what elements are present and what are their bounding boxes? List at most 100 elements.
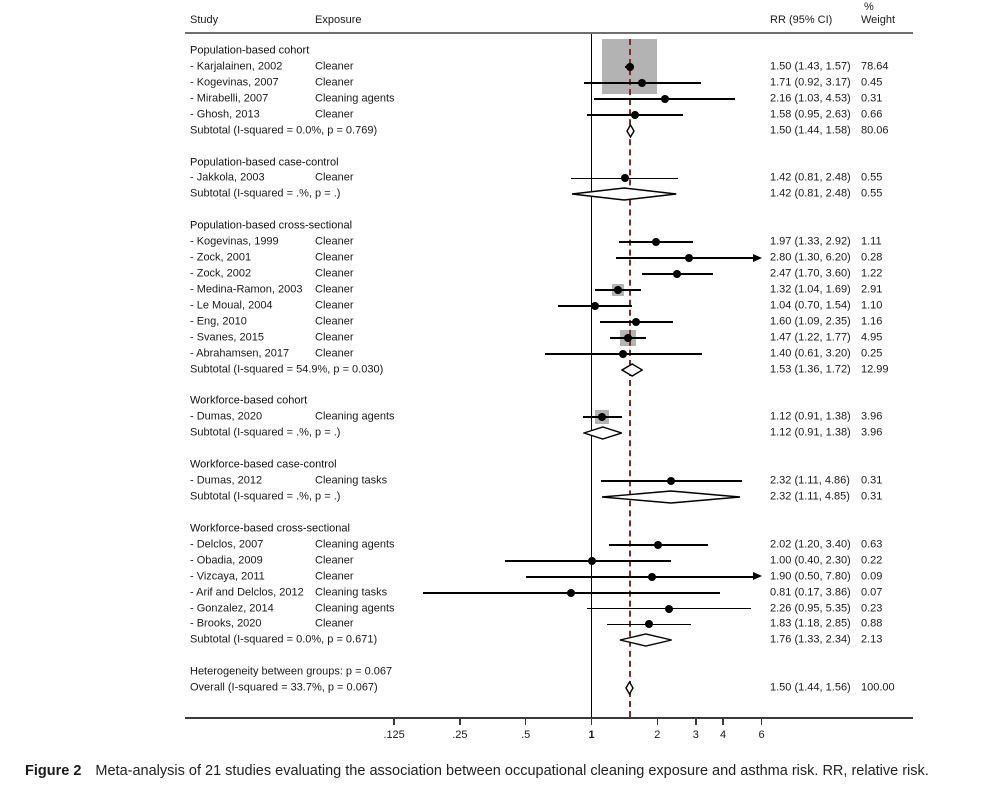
subtotal-weight-value: 0.31	[861, 490, 883, 503]
study-exposure: Cleaner	[315, 60, 354, 73]
ci-line	[616, 257, 753, 259]
group-header: Population-based case-control	[190, 156, 339, 168]
group-header: Population-based cohort	[190, 44, 310, 57]
study-name: - Mirabelli, 2007	[190, 92, 269, 105]
point-estimate-marker	[654, 540, 663, 549]
study-name: - Abrahamsen, 2017	[190, 347, 290, 360]
ci-arrow-right-icon	[753, 253, 762, 262]
point-estimate-marker	[619, 349, 628, 358]
subtotal-label: Subtotal (I-squared = 0.0%, p = 0.769)	[190, 124, 378, 137]
study-exposure: Cleaner	[315, 235, 354, 248]
study-name: - Ghosh, 2013	[190, 108, 260, 121]
point-estimate-marker	[598, 413, 607, 422]
study-rr-value: 2.80 (1.30, 6.20)	[770, 251, 851, 264]
study-weight-value: 0.09	[861, 570, 883, 583]
study-name: - Kogevinas, 1999	[190, 235, 279, 248]
study-exposure: Cleaning agents	[315, 602, 395, 615]
x-axis-tick	[722, 718, 724, 725]
subtotal-rr-value: 1.76 (1.33, 2.34)	[770, 633, 851, 646]
study-exposure: Cleaner	[315, 251, 354, 264]
study-rr-value: 1.97 (1.33, 2.92)	[770, 235, 851, 248]
overall-label: Overall (I-squared = 33.7%, p = 0.067)	[190, 681, 378, 694]
study-exposure: Cleaner	[315, 108, 354, 121]
point-estimate-marker	[651, 238, 660, 247]
column-header-study: Study	[190, 14, 219, 26]
subtotal-weight-value: 80.06	[861, 124, 889, 137]
subtotal-rr-value: 1.50 (1.44, 1.58)	[770, 124, 851, 137]
subtotal-label: Subtotal (I-squared = .%, p = .)	[190, 426, 341, 439]
study-rr-value: 1.50 (1.43, 1.57)	[770, 60, 851, 73]
subtotal-label: Subtotal (I-squared = 0.0%, p = 0.671)	[190, 633, 378, 646]
study-weight-value: 0.88	[861, 617, 883, 630]
study-weight-value: 4.95	[861, 331, 883, 344]
subtotal-diamond	[582, 426, 623, 441]
x-axis-tick-label: 2	[654, 729, 661, 741]
figure-caption: Figure 2 Meta-analysis of 21 studies eval…	[25, 763, 929, 779]
subtotal-diamond	[626, 123, 635, 138]
study-rr-value: 1.00 (0.40, 2.30)	[770, 554, 851, 567]
point-estimate-marker	[673, 270, 682, 279]
x-axis-tick-label: 3	[692, 729, 699, 741]
study-exposure: Cleaning agents	[315, 538, 395, 551]
study-exposure: Cleaner	[315, 76, 354, 89]
study-rr-value: 1.12 (0.91, 1.38)	[770, 410, 851, 423]
study-exposure: Cleaner	[315, 315, 354, 328]
study-weight-value: 1.11	[861, 235, 882, 248]
study-name: - Eng, 2010	[190, 315, 247, 328]
study-rr-value: 1.40 (0.61, 3.20)	[770, 347, 851, 360]
point-estimate-marker	[620, 174, 629, 183]
study-weight-value: 0.31	[861, 474, 883, 487]
study-exposure: Cleaning tasks	[315, 586, 388, 599]
study-rr-value: 2.32 (1.11, 4.86)	[770, 474, 850, 487]
x-axis-tick	[656, 718, 659, 725]
overall-weight-value: 100.00	[861, 681, 895, 694]
x-axis-tick-label: 6	[758, 729, 765, 741]
study-name: - Zock, 2001	[190, 251, 252, 264]
ci-arrow-right-icon	[753, 572, 762, 581]
group-header: Workforce-based case-control	[190, 458, 337, 471]
study-name: - Medina-Ramon, 2003	[190, 283, 303, 296]
study-rr-value: 1.42 (0.81, 2.48)	[770, 171, 851, 184]
study-weight-value: 0.07	[861, 586, 883, 599]
study-rr-value: 1.71 (0.92, 3.17)	[770, 76, 851, 89]
point-estimate-marker	[644, 620, 653, 629]
study-name: - Obadia, 2009	[190, 554, 263, 567]
study-exposure: Cleaner	[315, 299, 354, 312]
study-exposure: Cleaner	[315, 283, 354, 296]
study-weight-value: 0.23	[861, 602, 883, 615]
reference-line-rr-1	[590, 34, 593, 718]
study-exposure: Cleaner	[315, 331, 354, 344]
study-name: - Dumas, 2012	[190, 474, 263, 487]
study-weight-value: 0.66	[861, 108, 883, 121]
header-separator-rule	[185, 32, 913, 34]
point-estimate-marker	[660, 94, 669, 103]
study-rr-value: 2.26 (0.95, 5.35)	[770, 602, 851, 615]
study-rr-value: 2.47 (1.70, 3.60)	[770, 267, 851, 280]
subtotal-weight-value: 0.55	[861, 187, 883, 200]
study-weight-value: 0.28	[861, 251, 883, 264]
study-weight-value: 0.31	[861, 92, 883, 105]
column-header-exposure: Exposure	[315, 14, 362, 26]
x-axis-line	[185, 717, 913, 719]
study-weight-value: 0.22	[861, 554, 883, 567]
overall-estimate-dashed-line	[628, 39, 631, 717]
group-header: Workforce-based cohort	[190, 394, 308, 407]
study-name: - Delclos, 2007	[190, 538, 264, 551]
point-estimate-marker	[638, 78, 647, 87]
study-exposure: Cleaning agents	[315, 410, 395, 423]
study-name: - Karjalainen, 2002	[190, 60, 283, 73]
study-weight-value: 0.25	[861, 347, 883, 360]
study-rr-value: 1.32 (1.04, 1.69)	[770, 283, 851, 296]
study-rr-value: 1.04 (0.70, 1.54)	[770, 299, 851, 312]
point-estimate-marker	[613, 285, 622, 294]
subtotal-rr-value: 1.42 (0.81, 2.48)	[770, 187, 851, 200]
study-name: - Svanes, 2015	[190, 331, 264, 344]
study-weight-value: 0.45	[861, 76, 883, 89]
study-rr-value: 1.47 (1.22, 1.77)	[770, 331, 851, 344]
x-axis-tick	[760, 718, 763, 725]
point-estimate-marker	[648, 572, 657, 581]
figure-caption-text: Meta-analysis of 21 studies evaluating t…	[95, 763, 929, 779]
heterogeneity-note: Heterogeneity between groups: p = 0.067	[190, 665, 393, 678]
